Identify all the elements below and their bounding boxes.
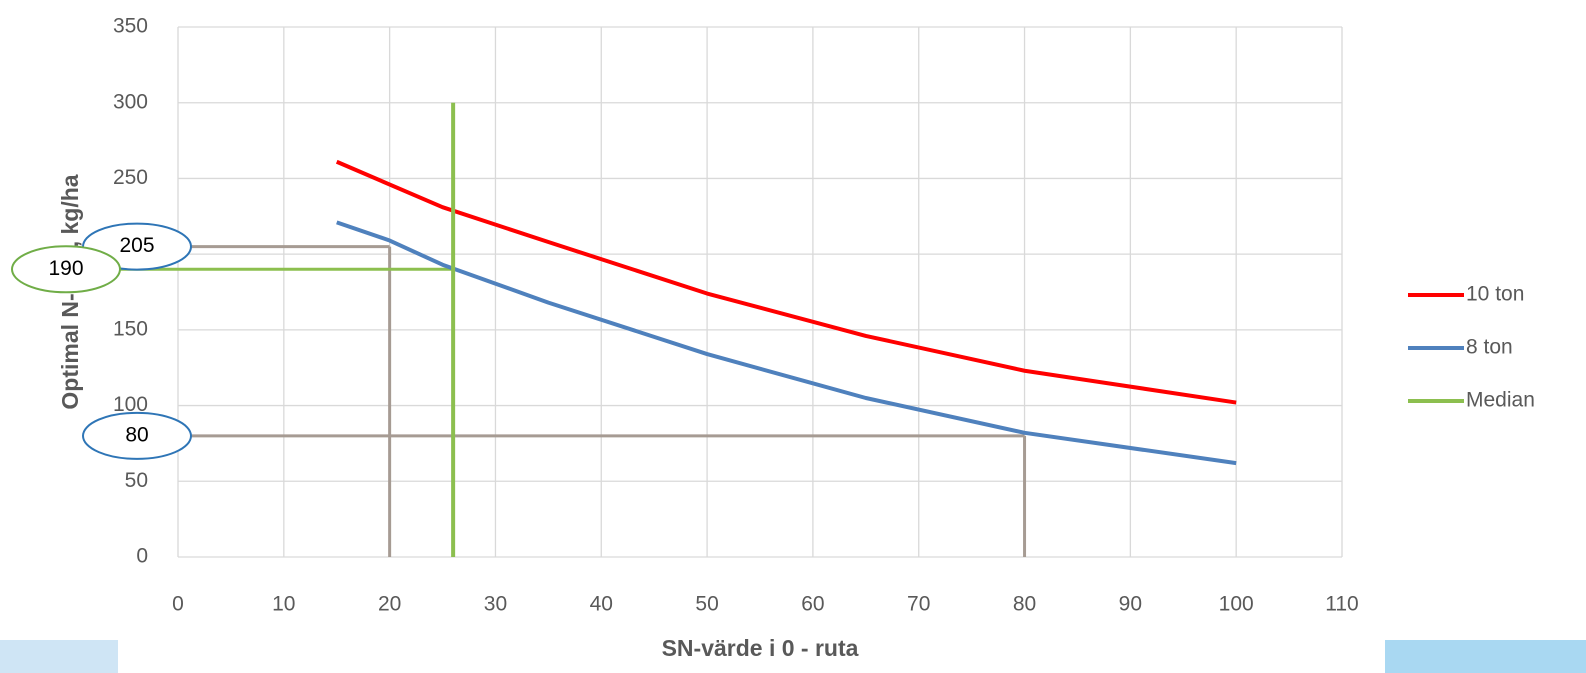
annotation-label: 80 (125, 423, 148, 446)
decor-image (0, 640, 118, 673)
x-tick-label: 80 (1013, 593, 1036, 616)
y-tick-label: 0 (136, 545, 148, 568)
annotation-bubble (11, 245, 121, 294)
x-tick-label: 30 (484, 593, 507, 616)
x-tick-label: 50 (695, 593, 718, 616)
annotation-label: 190 (48, 257, 83, 280)
y-tick-label: 250 (113, 166, 148, 189)
x-tick-label: 70 (907, 593, 930, 616)
x-tick-label: 90 (1119, 593, 1142, 616)
y-tick-label: 350 (113, 15, 148, 38)
annotation-label: 205 (119, 234, 154, 257)
y-tick-label: 300 (113, 90, 148, 113)
legend-label: 10 ton (1466, 283, 1524, 306)
series-line (335, 159, 1237, 405)
x-tick-label: 40 (590, 593, 613, 616)
decor-image (1385, 640, 1586, 673)
x-tick-label: 110 (1325, 593, 1358, 616)
legend-label: Median (1466, 389, 1535, 412)
legend-label: 8 ton (1466, 336, 1513, 359)
x-tick-label: 60 (801, 593, 824, 616)
annotation-bubble (82, 411, 192, 460)
series-line (336, 220, 1237, 466)
y-tick-label: 150 (113, 317, 148, 340)
y-tick-label: 50 (125, 469, 148, 492)
x-tick-label: 20 (378, 593, 401, 616)
x-tick-label: 0 (172, 593, 184, 616)
x-tick-label: 100 (1219, 593, 1254, 616)
x-axis-title: SN-värde i 0 - ruta (662, 635, 859, 661)
x-tick-label: 10 (272, 593, 295, 616)
y-tick-label: 100 (113, 393, 148, 416)
